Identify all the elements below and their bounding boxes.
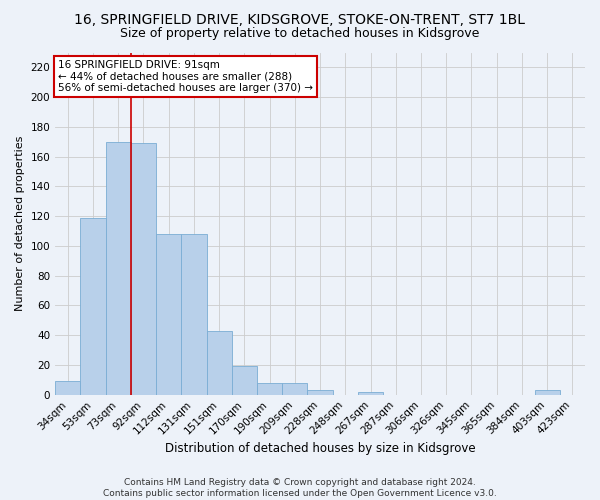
Bar — [307, 390, 332, 394]
Y-axis label: Number of detached properties: Number of detached properties — [15, 136, 25, 312]
Bar — [131, 144, 156, 394]
Bar — [535, 390, 560, 394]
Bar — [257, 383, 282, 394]
Bar — [358, 392, 383, 394]
Bar — [55, 382, 80, 394]
Bar — [80, 218, 106, 394]
Bar — [156, 234, 181, 394]
Bar — [206, 330, 232, 394]
X-axis label: Distribution of detached houses by size in Kidsgrove: Distribution of detached houses by size … — [165, 442, 475, 455]
Text: Size of property relative to detached houses in Kidsgrove: Size of property relative to detached ho… — [121, 28, 479, 40]
Bar — [106, 142, 131, 395]
Bar — [232, 366, 257, 394]
Text: 16 SPRINGFIELD DRIVE: 91sqm
← 44% of detached houses are smaller (288)
56% of se: 16 SPRINGFIELD DRIVE: 91sqm ← 44% of det… — [58, 60, 313, 93]
Bar — [282, 383, 307, 394]
Text: Contains HM Land Registry data © Crown copyright and database right 2024.
Contai: Contains HM Land Registry data © Crown c… — [103, 478, 497, 498]
Text: 16, SPRINGFIELD DRIVE, KIDSGROVE, STOKE-ON-TRENT, ST7 1BL: 16, SPRINGFIELD DRIVE, KIDSGROVE, STOKE-… — [74, 12, 526, 26]
Bar — [181, 234, 206, 394]
